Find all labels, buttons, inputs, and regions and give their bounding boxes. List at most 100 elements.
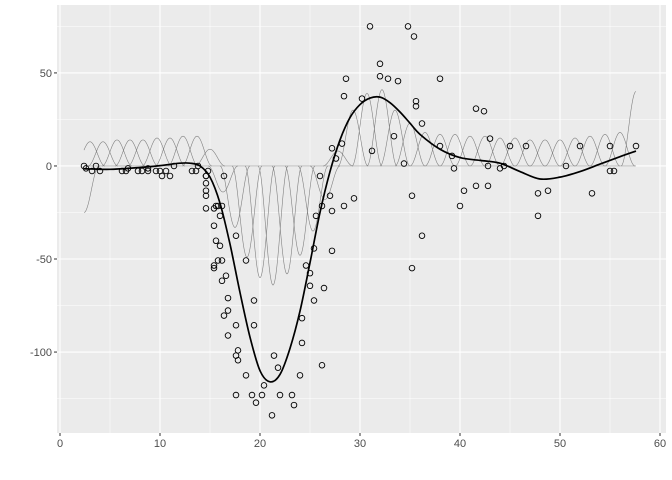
data-point bbox=[268, 412, 276, 419]
data-point bbox=[310, 245, 318, 252]
data-point bbox=[134, 167, 142, 175]
data-point bbox=[274, 364, 282, 371]
data-point bbox=[144, 165, 152, 172]
basis-curve bbox=[231, 165, 263, 258]
data-point bbox=[320, 284, 328, 292]
data-point bbox=[412, 102, 420, 110]
x-tick-label: 10 bbox=[154, 438, 166, 450]
data-point bbox=[610, 167, 618, 175]
data-point bbox=[210, 262, 218, 269]
data-point bbox=[484, 162, 492, 170]
basis-curve bbox=[208, 165, 238, 193]
basis-curve bbox=[154, 137, 186, 167]
basis-curve bbox=[499, 137, 531, 167]
data-point bbox=[436, 142, 444, 150]
data-point bbox=[204, 167, 212, 175]
basis-curve bbox=[219, 165, 251, 228]
y-axis: 50 0 -50 -100 bbox=[30, 68, 57, 359]
data-point bbox=[258, 391, 266, 399]
basis-curve bbox=[366, 89, 398, 167]
basis-curve bbox=[297, 165, 329, 232]
data-point bbox=[394, 77, 402, 85]
data-point bbox=[170, 162, 178, 170]
basis-curve bbox=[454, 135, 486, 167]
data-point bbox=[412, 97, 420, 105]
basis-curve bbox=[127, 139, 159, 167]
grid-minor bbox=[57, 5, 666, 433]
data-point bbox=[218, 277, 226, 285]
data-point bbox=[448, 152, 456, 160]
x-tick-label: 40 bbox=[454, 438, 466, 450]
data-point bbox=[232, 391, 240, 399]
data-point bbox=[310, 297, 318, 304]
basis-curve bbox=[284, 165, 316, 256]
data-point bbox=[410, 33, 418, 40]
data-point bbox=[418, 120, 426, 127]
data-point bbox=[224, 332, 232, 339]
data-point bbox=[202, 180, 210, 187]
data-point bbox=[250, 322, 258, 329]
data-point bbox=[218, 202, 226, 210]
data-point bbox=[408, 192, 416, 199]
data-point bbox=[224, 307, 232, 314]
data-point bbox=[358, 95, 366, 102]
y-tick-label: 0 bbox=[46, 161, 52, 173]
data-point bbox=[224, 294, 232, 302]
data-point bbox=[96, 167, 104, 175]
basis-curve bbox=[337, 109, 369, 167]
panel-background bbox=[57, 5, 666, 433]
basis-curve bbox=[544, 139, 576, 167]
basis-curve bbox=[379, 109, 411, 167]
data-point bbox=[118, 167, 126, 175]
basis-curve bbox=[469, 135, 501, 167]
data-point bbox=[368, 147, 376, 155]
data-point bbox=[276, 391, 284, 399]
data-point bbox=[576, 142, 584, 150]
data-point bbox=[248, 391, 256, 399]
data-point bbox=[210, 264, 218, 272]
data-point bbox=[632, 142, 640, 150]
data-point bbox=[216, 212, 224, 220]
data-point bbox=[232, 322, 240, 329]
data-point bbox=[342, 75, 350, 82]
y-tick-label: -50 bbox=[36, 254, 52, 266]
data-point bbox=[400, 160, 408, 167]
data-point bbox=[234, 347, 242, 354]
data-point bbox=[534, 212, 542, 220]
data-point bbox=[328, 207, 336, 215]
data-points bbox=[80, 23, 640, 419]
data-point bbox=[460, 187, 468, 194]
data-point bbox=[214, 257, 222, 264]
basis-curve bbox=[559, 137, 591, 167]
data-point bbox=[366, 23, 374, 30]
data-point bbox=[500, 162, 508, 170]
basis-curve bbox=[244, 165, 276, 278]
data-point bbox=[202, 205, 210, 212]
data-point bbox=[338, 140, 346, 147]
data-point bbox=[436, 75, 444, 82]
data-point bbox=[82, 165, 90, 172]
data-point bbox=[472, 105, 480, 112]
data-point bbox=[220, 172, 228, 180]
data-point bbox=[188, 167, 196, 175]
basis-curve bbox=[484, 137, 516, 167]
x-tick-label: 20 bbox=[254, 438, 266, 450]
basis-curve bbox=[409, 132, 441, 167]
data-point bbox=[216, 242, 224, 250]
data-point bbox=[606, 167, 614, 175]
x-tick-label: 0 bbox=[57, 438, 63, 450]
data-point bbox=[606, 142, 614, 150]
basis-curve bbox=[101, 139, 133, 167]
data-point bbox=[270, 352, 278, 359]
data-point bbox=[194, 162, 202, 170]
basis-curve bbox=[309, 165, 341, 200]
data-point bbox=[404, 23, 412, 30]
data-point bbox=[408, 264, 416, 272]
basis-curve bbox=[87, 141, 119, 167]
basis-curve bbox=[167, 135, 199, 167]
x-tick-label: 60 bbox=[654, 438, 666, 450]
data-point bbox=[376, 73, 384, 80]
data-point bbox=[288, 391, 296, 399]
data-point bbox=[92, 162, 100, 170]
